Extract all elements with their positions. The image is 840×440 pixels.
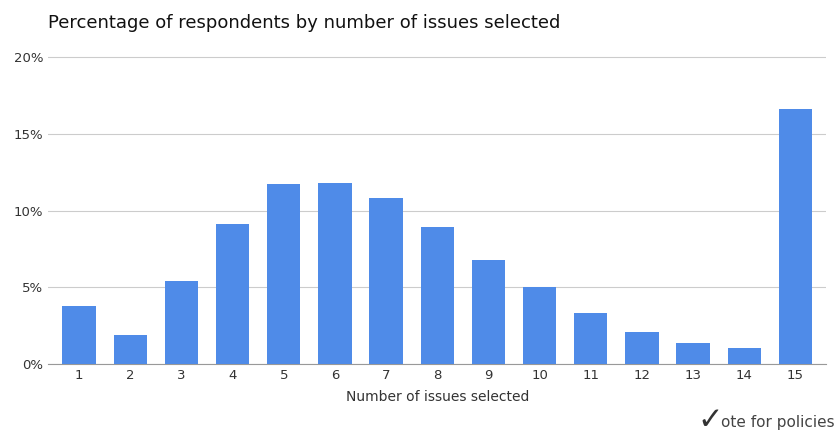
Text: ✓: ✓ bbox=[697, 406, 722, 435]
Bar bbox=[676, 343, 710, 364]
Bar bbox=[472, 260, 505, 364]
Bar bbox=[113, 335, 147, 364]
Bar bbox=[779, 109, 812, 364]
Bar bbox=[523, 287, 556, 364]
Bar bbox=[370, 198, 402, 364]
X-axis label: Number of issues selected: Number of issues selected bbox=[345, 390, 529, 404]
Bar bbox=[727, 348, 761, 364]
Bar bbox=[267, 184, 301, 364]
Bar bbox=[318, 183, 351, 364]
Bar bbox=[62, 306, 96, 364]
Bar bbox=[574, 313, 607, 364]
Bar bbox=[216, 224, 249, 364]
Bar bbox=[421, 227, 454, 364]
Bar bbox=[165, 281, 198, 364]
Text: ote for policies: ote for policies bbox=[721, 415, 834, 430]
Bar bbox=[625, 332, 659, 364]
Text: Percentage of respondents by number of issues selected: Percentage of respondents by number of i… bbox=[49, 14, 561, 32]
